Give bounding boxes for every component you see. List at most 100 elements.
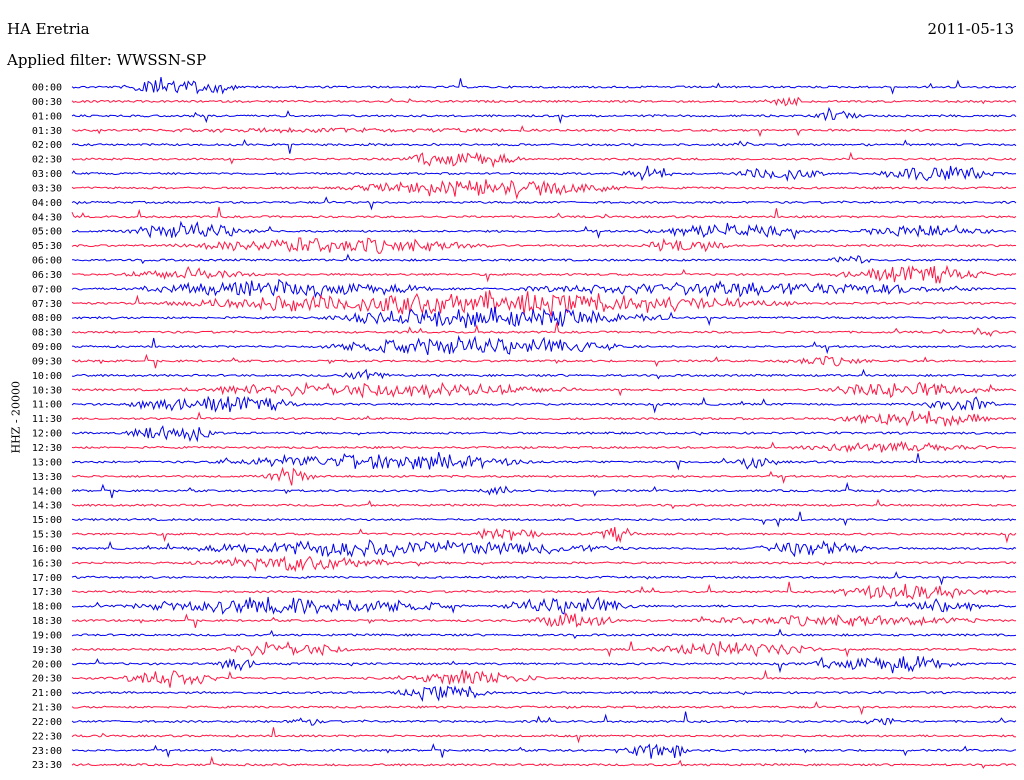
- trace-0900: [71, 335, 1017, 356]
- time-label-1730: 17:30: [32, 587, 62, 598]
- trace-1900: [71, 628, 1017, 640]
- time-label-1000: 10:00: [32, 371, 62, 382]
- filter-label: Applied filter: WWSSN-SP: [7, 51, 207, 69]
- trace-2100: [71, 685, 1017, 702]
- time-label-1400: 14:00: [32, 486, 62, 497]
- time-label-0730: 07:30: [32, 299, 62, 310]
- trace-2330: [71, 755, 1017, 769]
- trace-1000: [71, 368, 1017, 381]
- trace-2200: [71, 711, 1017, 726]
- trace-1930: [71, 641, 1017, 658]
- time-label-2000: 20:00: [32, 659, 62, 670]
- trace-0130: [71, 125, 1017, 138]
- trace-2000: [71, 655, 1017, 674]
- time-label-0500: 05:00: [32, 227, 62, 238]
- time-label-1700: 17:00: [32, 573, 62, 584]
- trace-2030: [71, 669, 1017, 688]
- trace-2230: [71, 727, 1017, 744]
- time-label-0000: 00:00: [32, 83, 62, 94]
- time-label-0600: 06:00: [32, 256, 62, 267]
- time-label-1530: 15:30: [32, 530, 62, 541]
- time-label-0630: 06:30: [32, 270, 62, 281]
- trace-0000: [71, 77, 1017, 95]
- date-label: 2011-05-13: [927, 20, 1014, 38]
- trace-2130: [71, 700, 1017, 716]
- trace-1800: [71, 596, 1017, 615]
- time-label-1600: 16:00: [32, 544, 62, 555]
- trace-0100: [71, 106, 1017, 125]
- trace-0030: [71, 96, 1017, 107]
- trace-0430: [71, 206, 1017, 219]
- trace-1330: [71, 466, 1017, 486]
- time-label-0430: 04:30: [32, 212, 62, 223]
- time-label-0230: 02:30: [32, 155, 62, 166]
- time-label-1330: 13:30: [32, 472, 62, 483]
- time-label-2030: 20:30: [32, 674, 62, 685]
- trace-0330: [71, 179, 1017, 200]
- time-label-0030: 00:30: [32, 97, 62, 108]
- time-label-1030: 10:30: [32, 385, 62, 396]
- time-label-1100: 11:00: [32, 400, 62, 411]
- trace-0700: [71, 278, 1017, 299]
- trace-2300: [71, 743, 1017, 759]
- time-label-2230: 22:30: [32, 731, 62, 742]
- time-label-1930: 19:30: [32, 645, 62, 656]
- trace-1230: [71, 440, 1017, 454]
- time-label-2300: 23:00: [32, 746, 62, 757]
- trace-1030: [71, 381, 1017, 399]
- time-label-0800: 08:00: [32, 313, 62, 324]
- trace-1630: [71, 555, 1017, 573]
- trace-0400: [71, 196, 1017, 211]
- time-label-0200: 02:00: [32, 140, 62, 151]
- trace-1100: [71, 395, 1017, 414]
- time-label-1630: 16:30: [32, 558, 62, 569]
- time-label-1800: 18:00: [32, 602, 62, 613]
- trace-1430: [71, 498, 1017, 510]
- time-label-1300: 13:00: [32, 457, 62, 468]
- trace-0800: [71, 306, 1017, 329]
- trace-0730: [71, 290, 1017, 317]
- time-label-0300: 03:00: [32, 169, 62, 180]
- time-label-2130: 21:30: [32, 703, 62, 714]
- trace-1300: [71, 451, 1017, 471]
- time-label-0330: 03:30: [32, 183, 62, 194]
- time-label-2200: 22:00: [32, 717, 62, 728]
- time-label-0100: 01:00: [32, 111, 62, 122]
- station-title: HA Eretria: [7, 20, 90, 38]
- trace-0630: [71, 264, 1017, 284]
- time-label-0530: 05:30: [32, 241, 62, 252]
- trace-1130: [71, 410, 1017, 427]
- trace-1500: [71, 511, 1017, 528]
- time-label-1130: 11:30: [32, 414, 62, 425]
- time-label-0900: 09:00: [32, 342, 62, 353]
- trace-0530: [71, 237, 1017, 254]
- time-label-1500: 15:00: [32, 515, 62, 526]
- time-label-0400: 04:00: [32, 198, 62, 209]
- time-label-2100: 21:00: [32, 688, 62, 699]
- trace-0600: [71, 253, 1017, 265]
- trace-1700: [71, 571, 1017, 586]
- trace-0300: [71, 165, 1017, 182]
- time-label-2330: 23:30: [32, 760, 62, 771]
- trace-1200: [71, 425, 1017, 443]
- time-label-0130: 01:30: [32, 126, 62, 137]
- trace-0230: [71, 151, 1017, 169]
- trace-0200: [71, 138, 1017, 154]
- time-label-0700: 07:00: [32, 284, 62, 295]
- time-label-1430: 14:30: [32, 501, 62, 512]
- time-label-0930: 09:30: [32, 356, 62, 367]
- trace-1530: [71, 526, 1017, 544]
- trace-0830: [71, 322, 1017, 337]
- trace-0930: [71, 353, 1017, 369]
- trace-0500: [71, 220, 1017, 241]
- trace-1730: [71, 581, 1016, 600]
- trace-1830: [71, 612, 1016, 628]
- time-label-1900: 19:00: [32, 630, 62, 641]
- trace-1600: [71, 539, 1017, 558]
- time-label-1230: 12:30: [32, 443, 62, 454]
- time-label-0830: 08:30: [32, 328, 62, 339]
- trace-1400: [71, 481, 1017, 499]
- time-label-1830: 18:30: [32, 616, 62, 627]
- time-label-1200: 12:00: [32, 429, 62, 440]
